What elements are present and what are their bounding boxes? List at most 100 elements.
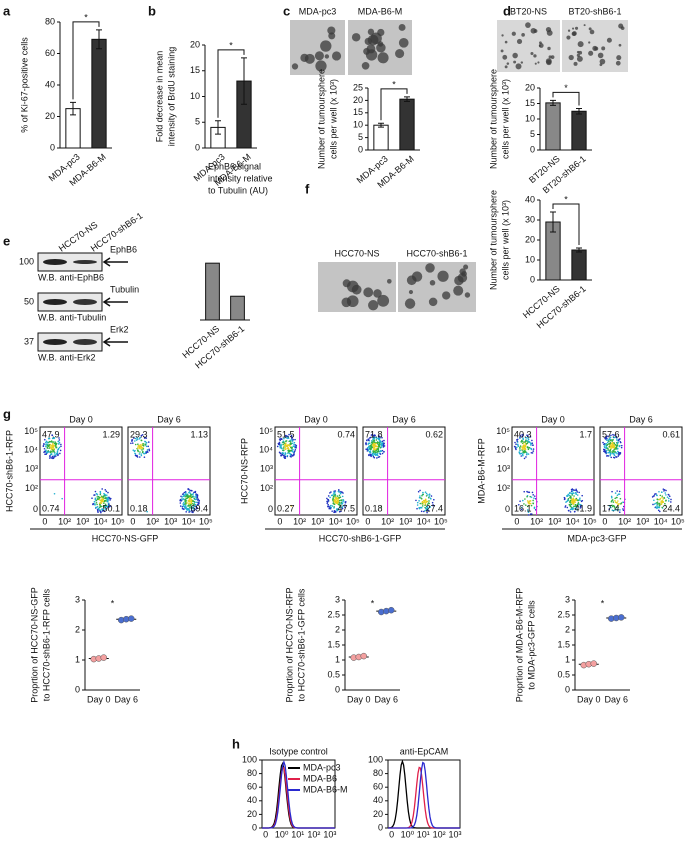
event [334,500,337,503]
significance: * [392,79,396,89]
x-tick-label: 10³ [311,516,324,526]
event [131,442,134,444]
y-tick-label: 2 [335,624,340,634]
event [605,442,608,445]
event [526,505,529,508]
event [96,496,99,498]
event [670,498,672,501]
event [373,441,376,443]
event [143,456,146,458]
x-tick-label: 10³ [399,516,412,526]
event [524,445,527,447]
event [421,500,424,503]
event [433,498,435,501]
event [660,503,663,506]
event [516,438,519,441]
event [183,495,185,497]
event [657,502,659,505]
event [286,435,289,438]
event [291,442,294,445]
bar [205,262,220,321]
event [515,446,518,449]
sphere [314,51,324,61]
event [569,505,572,508]
sphere [506,62,510,65]
quadrant-value: 1.7 [579,429,592,439]
event [107,507,109,509]
sphere [599,63,603,67]
event [380,506,383,508]
event [56,452,58,455]
micrograph-label: MDA-B6-M [358,6,403,16]
event [196,501,198,504]
y-tick-label: 15 [190,65,200,75]
event [429,497,432,500]
x-tick-label: 10⁴ [566,516,580,526]
event [48,444,51,446]
y-tick-label: 10³ [25,464,38,474]
event [570,501,573,504]
event [531,442,534,445]
event [343,506,346,508]
event [658,490,660,493]
y-tick-label: 10⁴ [496,444,510,454]
event [527,448,530,451]
event [425,495,428,497]
event [609,453,612,455]
event [377,456,380,458]
event [605,437,607,439]
event [335,497,338,499]
significance: * [229,40,233,50]
band [73,339,97,345]
event [283,454,285,457]
flow-title: Day 6 [629,414,653,424]
event [189,495,192,497]
sphere [454,275,464,286]
event [288,448,290,450]
event [55,446,58,448]
sphere [538,44,541,47]
event [279,452,282,455]
event [609,454,612,457]
event [290,456,292,458]
event [619,452,621,455]
event [334,502,336,504]
event [337,500,340,503]
event [424,506,426,509]
sphere [572,27,575,30]
event [513,445,516,448]
protein-label: EphB6 [110,244,137,254]
micrograph-label: HCC70-NS [334,248,379,258]
event [60,445,62,448]
y-tick-label: 100 [368,754,383,764]
event [183,498,185,501]
event [610,445,613,447]
event [340,510,342,513]
event [49,455,51,457]
event [184,503,186,505]
event [416,507,418,510]
y-tick-label: 0 [195,142,200,152]
sphere [573,61,578,66]
event [342,505,344,507]
event [276,445,279,448]
event [290,438,293,441]
event [520,455,523,457]
arrow [102,257,128,267]
event [372,437,374,439]
event [526,509,529,511]
point [590,660,597,667]
x-tick-label: 10⁵ [434,516,448,526]
event [529,436,532,438]
quadrant-value: 0.27 [277,503,295,513]
event [46,443,48,445]
event [659,497,662,500]
event [366,446,369,449]
event [428,493,431,495]
x-tick-label: Day 6 [374,694,398,704]
x-tick-label: 10⁴ [329,516,343,526]
significance: * [371,598,375,608]
event [616,450,619,453]
quadrant-value: 0.74 [337,429,355,439]
event [415,499,417,502]
